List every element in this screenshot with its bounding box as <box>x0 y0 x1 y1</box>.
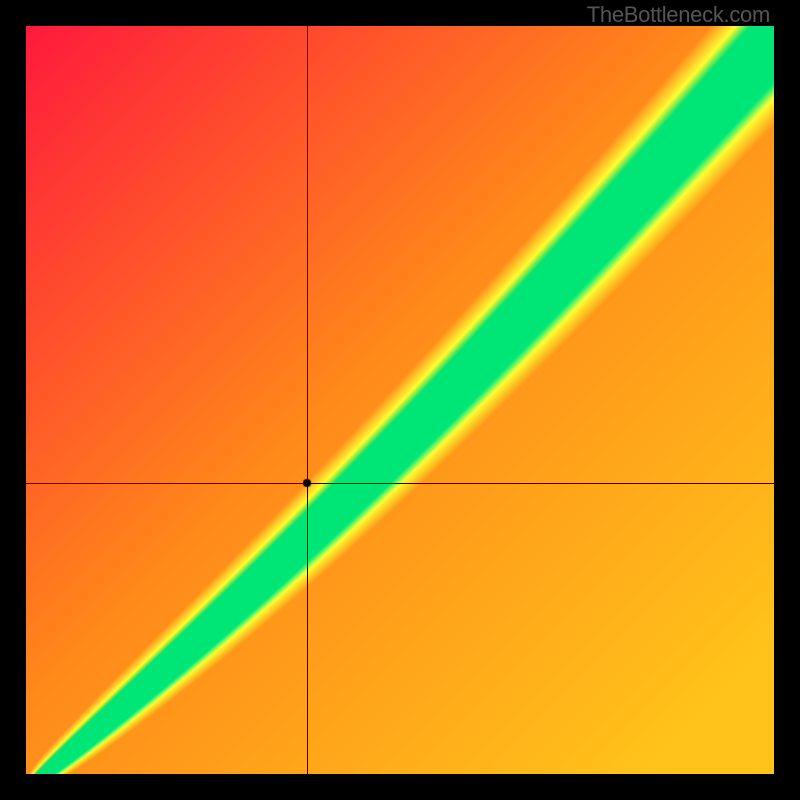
chart-container: TheBottleneck.com <box>0 0 800 800</box>
watermark-text: TheBottleneck.com <box>587 2 770 28</box>
bottleneck-heatmap <box>26 26 774 774</box>
crosshair-vertical <box>307 26 308 774</box>
crosshair-horizontal <box>26 483 774 484</box>
